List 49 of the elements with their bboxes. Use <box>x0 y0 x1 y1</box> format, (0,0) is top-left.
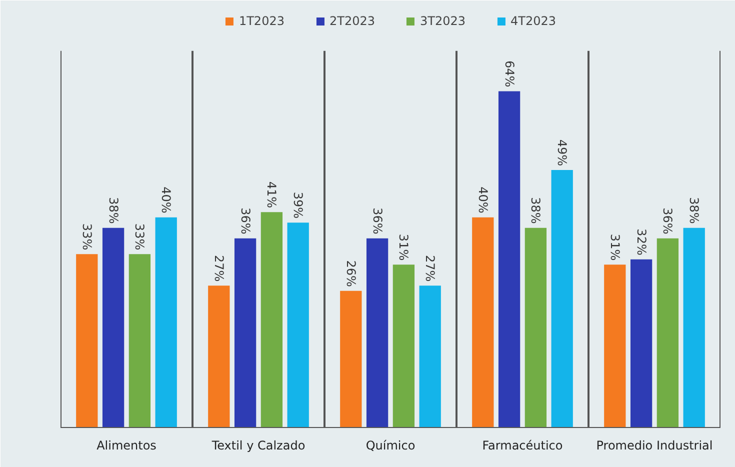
data-label: 36% <box>370 208 384 234</box>
data-label: 27% <box>212 254 226 282</box>
bar <box>656 238 679 428</box>
data-label: 31% <box>608 234 622 261</box>
bar <box>340 290 362 428</box>
bar <box>604 264 626 428</box>
bar <box>630 259 652 428</box>
bar <box>551 170 573 428</box>
bar <box>287 222 309 428</box>
legend-label: 2T2023 <box>329 14 375 28</box>
bar <box>498 91 520 428</box>
bar <box>366 238 388 428</box>
data-label: 27% <box>423 254 438 282</box>
data-label: 49% <box>555 139 570 166</box>
bar <box>524 228 547 428</box>
data-label: 36% <box>660 208 675 234</box>
data-label: 32% <box>634 228 648 256</box>
bar <box>76 254 98 428</box>
data-label: 40% <box>159 186 174 214</box>
bar <box>234 238 256 428</box>
bar <box>155 217 177 428</box>
x-tick-label: Textil y Calzado <box>210 438 306 452</box>
data-label: 33% <box>80 223 94 250</box>
legend-label: 1T2023 <box>238 14 284 28</box>
bar <box>419 286 441 428</box>
bar <box>260 212 283 428</box>
bar <box>683 228 705 428</box>
x-tick-label: Químico <box>366 438 416 452</box>
bar <box>472 217 494 428</box>
x-tick-label: Promedio Industrial <box>596 438 713 452</box>
bar <box>128 254 151 428</box>
data-label: 38% <box>528 197 543 224</box>
data-label: 26% <box>344 260 358 287</box>
bar <box>392 264 415 428</box>
bar <box>102 228 124 428</box>
x-tick-label: Farmacéutico <box>482 438 563 452</box>
x-tick-label: Alimentos <box>96 438 156 452</box>
data-label: 41% <box>264 181 279 208</box>
data-label: 33% <box>132 223 147 250</box>
data-label: 31% <box>396 234 411 261</box>
data-label: 38% <box>687 197 702 224</box>
data-label: 39% <box>291 192 306 219</box>
data-label: 38% <box>106 197 120 224</box>
data-label: 36% <box>238 208 252 234</box>
bar <box>208 286 230 428</box>
data-label: 40% <box>476 186 490 214</box>
legend-label: 3T2023 <box>420 14 466 28</box>
data-label: 64% <box>502 60 516 88</box>
legend-label: 4T2023 <box>510 14 556 28</box>
